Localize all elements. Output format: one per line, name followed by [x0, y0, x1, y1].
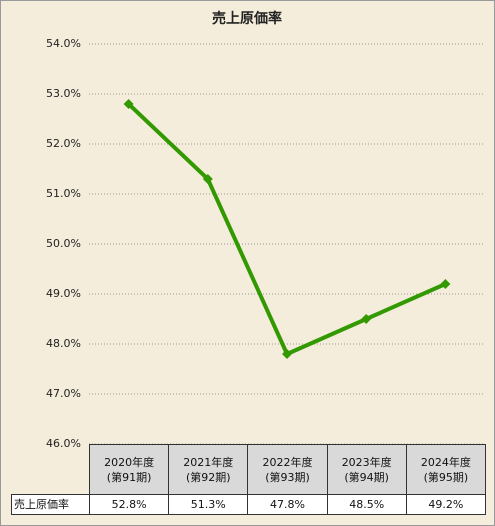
table-header-cell: 2023年度 (第94期) — [326, 444, 407, 495]
y-tick-label: 46.0% — [46, 437, 81, 450]
y-tick-label: 48.0% — [46, 337, 81, 350]
table-value-cell: 51.3% — [168, 494, 249, 515]
y-tick-label: 53.0% — [46, 87, 81, 100]
marker — [123, 99, 134, 109]
y-tick-label: 54.0% — [46, 37, 81, 50]
table-header-cell: 2022年度 (第93期) — [247, 444, 328, 495]
table-value-cell: 47.8% — [247, 494, 328, 515]
table-row-label: 売上原価率 — [11, 494, 90, 515]
marker — [440, 279, 451, 289]
line — [127, 102, 447, 356]
table-header-cell: 2024年度 (第95期) — [405, 444, 486, 495]
marker — [282, 349, 292, 359]
marker — [361, 314, 372, 324]
y-tick-label: 51.0% — [46, 187, 81, 200]
table-header-cell: 2020年度 (第91期) — [89, 444, 170, 495]
y-tick-label: 50.0% — [46, 237, 81, 250]
table-value-cell: 52.8% — [89, 494, 170, 515]
table-header-cell: 2021年度 (第92期) — [168, 444, 249, 495]
table-value-cell: 49.2% — [405, 494, 486, 515]
y-tick-label: 52.0% — [46, 137, 81, 150]
y-tick-label: 49.0% — [46, 287, 81, 300]
y-tick-label: 47.0% — [46, 387, 81, 400]
chart-title: 売上原価率 — [212, 10, 282, 27]
table-value-cell: 48.5% — [326, 494, 407, 515]
marker — [202, 174, 213, 184]
